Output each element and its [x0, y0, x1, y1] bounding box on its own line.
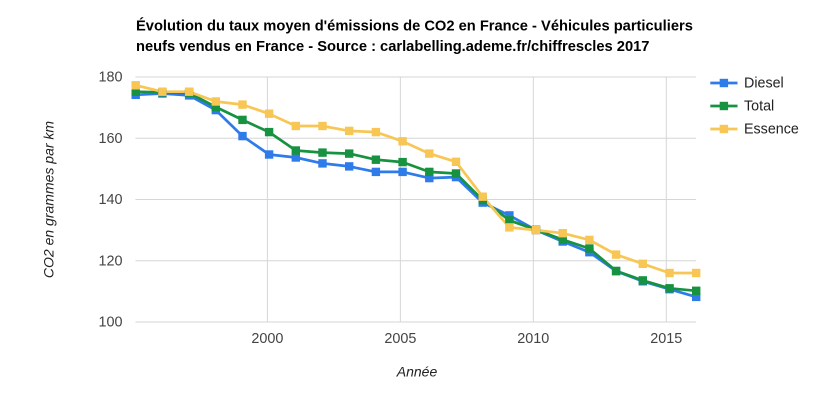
- svg-text:neufs vendus en France - Sourc: neufs vendus en France - Source : carlab…: [136, 39, 649, 55]
- svg-text:100: 100: [98, 315, 122, 331]
- svg-text:2015: 2015: [650, 331, 682, 347]
- svg-text:120: 120: [98, 253, 122, 269]
- svg-text:160: 160: [98, 131, 122, 147]
- svg-text:CO2 en grammes par km: CO2 en grammes par km: [41, 121, 57, 278]
- svg-text:Année: Année: [396, 364, 438, 380]
- svg-text:2000: 2000: [251, 331, 283, 347]
- svg-text:Diesel: Diesel: [744, 76, 784, 92]
- svg-text:Évolution du taux moyen d'émis: Évolution du taux moyen d'émissions de C…: [136, 18, 693, 35]
- svg-text:Essence: Essence: [744, 122, 799, 138]
- svg-text:180: 180: [98, 70, 122, 86]
- svg-text:140: 140: [98, 192, 122, 208]
- svg-text:Total: Total: [744, 99, 774, 115]
- svg-text:2005: 2005: [384, 331, 416, 347]
- svg-text:2010: 2010: [517, 331, 549, 347]
